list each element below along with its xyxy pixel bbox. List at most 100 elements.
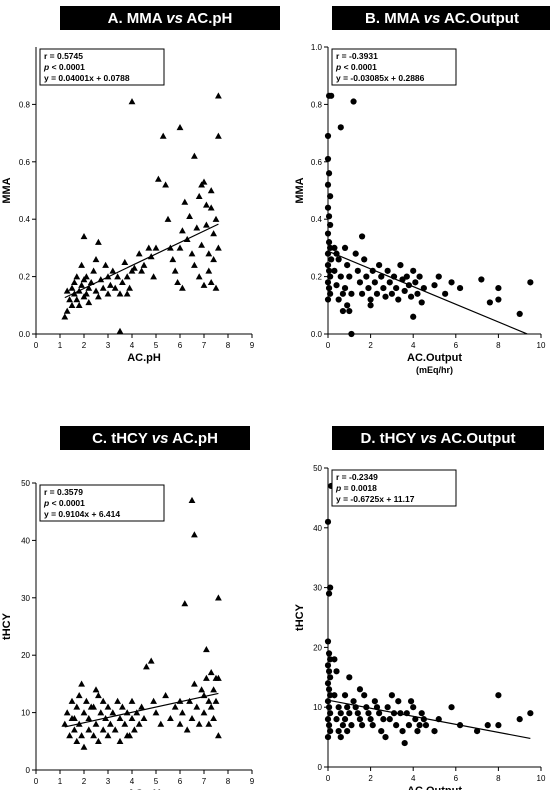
y-tick-label: 10 [313,703,322,712]
data-point [179,709,186,716]
x-tick-label: 9 [250,341,255,350]
data-point [358,290,366,297]
data-point [80,709,88,716]
data-point [401,739,408,747]
y-tick-label: 0.0 [19,330,31,339]
data-point [128,714,136,722]
data-point [335,704,342,711]
data-point [341,284,349,292]
data-point [83,273,90,280]
chart-title: B. MMA vs AC.Output [365,10,519,27]
y-tick-label: 0.6 [311,158,323,167]
data-point [346,710,353,717]
data-point [401,287,408,295]
data-point [99,726,107,733]
data-point [200,709,208,716]
data-point [378,728,385,735]
data-point [356,279,364,286]
data-point [133,709,141,716]
x-axis-label: AC.Output [407,352,462,364]
data-point [145,244,153,251]
regression-line [327,250,528,335]
data-point [181,198,189,205]
data-point [205,267,213,274]
data-point [448,279,455,286]
data-point [337,273,344,280]
data-point [215,92,222,99]
x-tick-label: 0 [326,774,331,783]
data-point [325,704,333,711]
y-tick-label: 0.8 [311,100,323,109]
data-point [378,273,385,280]
x-tick-label: 1 [58,341,63,350]
stats-p-symbol: p [335,483,341,493]
data-point [337,124,344,131]
x-tick-label: 8 [226,777,231,786]
chart-title: D. tHCY vs AC.Output [360,430,515,447]
data-point [68,284,76,291]
data-point [104,290,112,297]
x-tick-label: 8 [496,341,501,350]
data-point [123,732,131,739]
data-point [61,313,69,320]
stats-p-value: = 0.0018 [341,483,377,493]
data-point [131,264,138,271]
chart-title: A. MMA vs AC.pH [108,10,233,27]
data-point [367,302,374,309]
chart-panel-C: C. tHCY vs AC.pH 0 1 2 3 4 5 6 7 8 9 0 10 20 30 40 50 AC.… [1,426,255,790]
data-point [327,290,334,297]
data-point [183,726,191,733]
data-point [516,716,523,723]
y-tick-label: 0 [26,766,31,775]
data-point [380,716,387,723]
x-tick-label: 10 [537,774,546,783]
data-point [73,737,81,745]
data-point [195,720,203,727]
data-point [354,710,361,717]
data-point [92,255,100,263]
y-tick-label: 40 [21,536,30,545]
data-point [327,584,334,591]
data-point [212,215,220,222]
chart-title-box [332,6,550,30]
data-point [358,722,366,729]
regression-line [64,223,219,299]
data-point [90,267,97,274]
stats-equation: y = 0.9104x + 6.414 [44,509,120,519]
data-point [207,204,215,211]
x-tick-label: 5 [154,341,159,350]
data-point [348,722,355,729]
data-point [71,726,78,733]
data-point [388,290,395,297]
data-point [331,656,338,663]
data-point [369,722,376,729]
data-point [328,256,335,263]
data-point [92,720,100,727]
regression-line [327,699,531,739]
chart-panel-A: A. MMA vs AC.pH 0 1 2 3 4 5 6 7 8 9 0.0 0.2 0.4 0.6 0.8… [1,6,280,364]
data-point [188,250,196,257]
data-point [516,310,523,318]
data-point [325,722,333,729]
data-point [143,663,150,670]
data-point [109,709,117,716]
data-point [367,716,374,723]
data-point [205,720,213,727]
data-point [162,181,169,188]
data-point [365,284,372,292]
data-point [80,743,88,750]
stats-p-value: < 0.0001 [49,498,85,508]
data-point [191,680,198,687]
stats-equation: y = 0.04001x + 0.0788 [44,73,130,83]
data-point [135,250,143,257]
data-point [159,132,167,139]
data-point [210,714,217,722]
data-point [78,281,85,288]
x-tick-label: 6 [454,341,459,350]
data-point [333,282,340,289]
data-point [174,278,181,286]
data-point [116,290,124,297]
x-tick-label: 2 [368,341,373,350]
data-point [61,720,69,727]
data-point [397,262,404,269]
